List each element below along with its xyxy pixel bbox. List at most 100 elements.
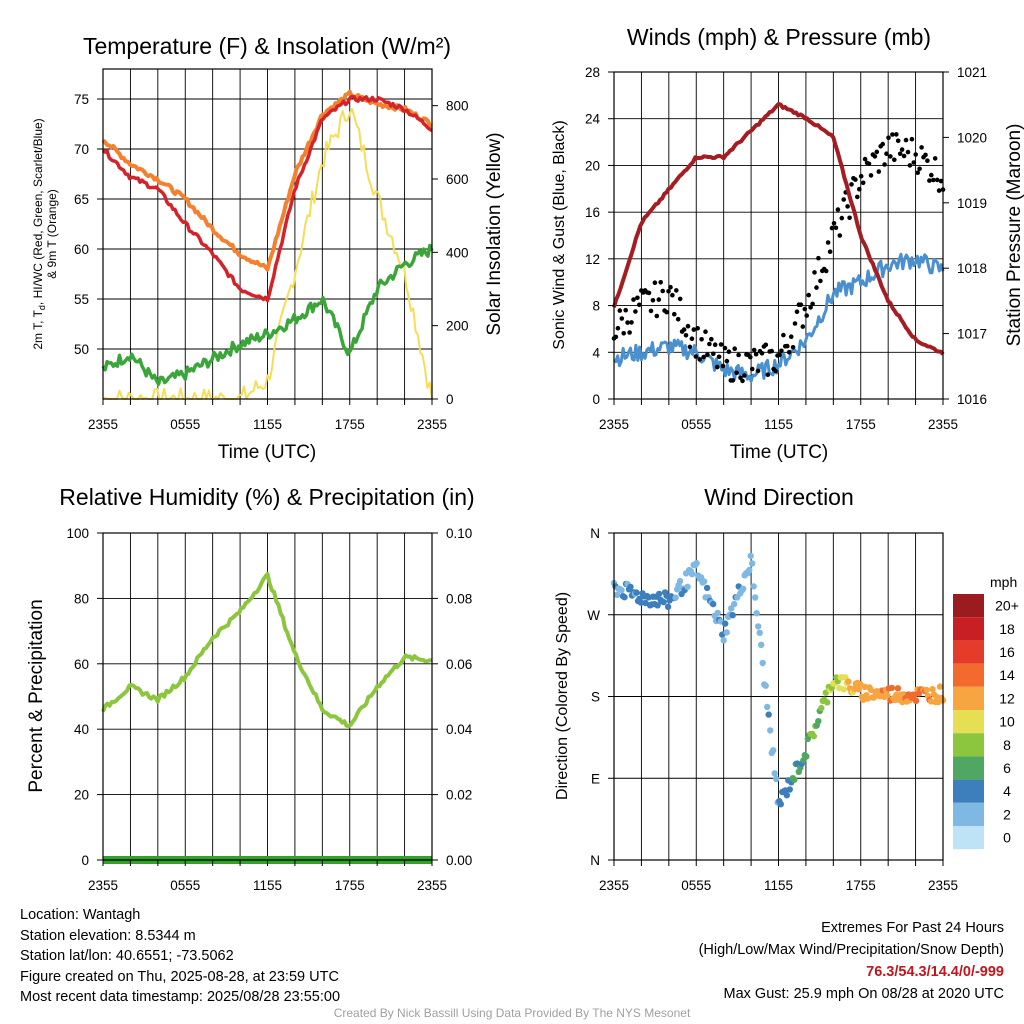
gust-point [857,186,862,192]
temperature-ytick-label: 55 [74,292,89,307]
temperature-y2tick-label: 400 [446,245,469,260]
speed-legend-swatch [953,663,984,687]
extremes-title: Extremes For Past 24 Hours [821,920,1004,936]
gust-point [709,336,714,342]
humidity-xtick-label: 2355 [417,878,447,893]
gust-point [810,301,815,307]
gust-point [693,354,699,359]
gust-point [917,166,922,172]
gust-point [660,288,665,294]
gust-point [759,351,765,356]
gust-point [936,188,942,193]
direction-point [688,571,696,578]
wind-xlabel: Time (UTC) [730,442,829,463]
gust-point [931,177,936,183]
gust-point [654,313,660,319]
gust-point [695,326,700,331]
direction-point [627,583,634,591]
humidity-ytick-label: 0 [81,853,89,868]
dewpoint-line [101,243,434,386]
latlon-text: Station lat/lon: 40.6551; -73.5062 [20,948,234,964]
direction-xtick-label: 2355 [928,878,958,893]
wind-ylabel: Sonic Wind & Gust (Blue, Black) [551,120,568,349]
direction-point [753,610,760,617]
direction-point [660,598,667,606]
speed-legend-label: 12 [999,690,1015,706]
gust-point [769,348,774,354]
gust-point [845,204,850,209]
humidity-xtick-label: 1755 [335,878,365,893]
direction-point [618,587,625,594]
speed-legend-title: mph [990,574,1017,590]
temperature-ytick-label: 70 [74,142,89,157]
wind-xtick-label: 2355 [599,417,629,432]
gust-point [724,358,730,364]
wind-xtick-label: 1755 [846,417,876,432]
temperature-ytick-label: 50 [74,342,89,357]
wind-ytick-label: 4 [592,345,600,360]
gust-point [833,225,839,231]
gust-point [617,308,623,313]
direction-point [855,686,863,693]
gust-point [835,207,841,212]
gust-point [788,334,794,340]
direction-point [840,686,847,693]
elevation-text: Station elevation: 8.5344 m [20,927,196,944]
direction-ytick-label: W [587,608,600,623]
gust-point [712,342,718,348]
gust-point [831,221,837,226]
wind-ytick-label: 8 [592,299,600,314]
speed-legend-swatch [953,594,984,618]
relative-humidity-line [101,572,433,728]
direction-point [747,552,754,560]
wind-xtick-label: 0555 [681,417,711,432]
direction-point [720,637,727,644]
speed-legend-label: 16 [999,644,1015,660]
direction-point [693,559,700,567]
gust-point [652,280,658,286]
humidity-ylabel: Percent & Precipitation [26,599,47,792]
gust-point [790,345,796,350]
gust-point [919,145,924,150]
wind-ytick-label: 24 [585,112,601,127]
gust-point [740,378,745,384]
gust-point [742,373,747,378]
temperature-ylabel: 2m T, Td, HI/WC (Red, Green, Scarlet/Blu… [31,118,47,349]
humidity-ytick-label: 60 [74,657,89,672]
gust-point [748,354,753,360]
gust-point [751,347,757,353]
gust-point [773,368,778,374]
direction-point [770,747,777,754]
gust-point [656,297,662,302]
temp-2m-line [101,94,433,303]
gust-point [732,346,737,352]
gust-point [888,154,893,159]
direction-point [676,577,684,585]
temperature-panel: Temperature (F) & Insolation (W/m²) 2355… [31,33,505,463]
gust-point [837,233,843,238]
gust-point [882,162,887,167]
gust-point [674,288,679,293]
direction-point [767,727,774,734]
gust-point [691,327,697,332]
direction-xtick-label: 0555 [681,878,711,893]
wind-ytick-label: 28 [585,65,600,80]
gust-point [726,349,732,355]
direction-point [845,678,852,685]
direction-ytick-label: N [590,526,600,541]
gust-point [903,137,909,143]
gust-point [806,292,811,298]
gust-point [860,180,866,186]
speed-legend-label: 10 [999,714,1015,730]
direction-xtick-label: 1155 [764,878,793,893]
speed-legend-label: 18 [999,621,1015,637]
wind-y2tick-label: 1021 [957,65,987,80]
gust-point [925,158,930,163]
humidity-y2tick-label: 0.08 [446,591,472,606]
direction-ytick-label: E [591,771,600,786]
speed-legend-swatch [953,802,984,826]
speed-legend-swatch [953,617,984,641]
gust-point [777,352,782,358]
wind-xtick-label: 1155 [764,417,793,432]
wind-y2tick-label: 1018 [957,261,987,276]
